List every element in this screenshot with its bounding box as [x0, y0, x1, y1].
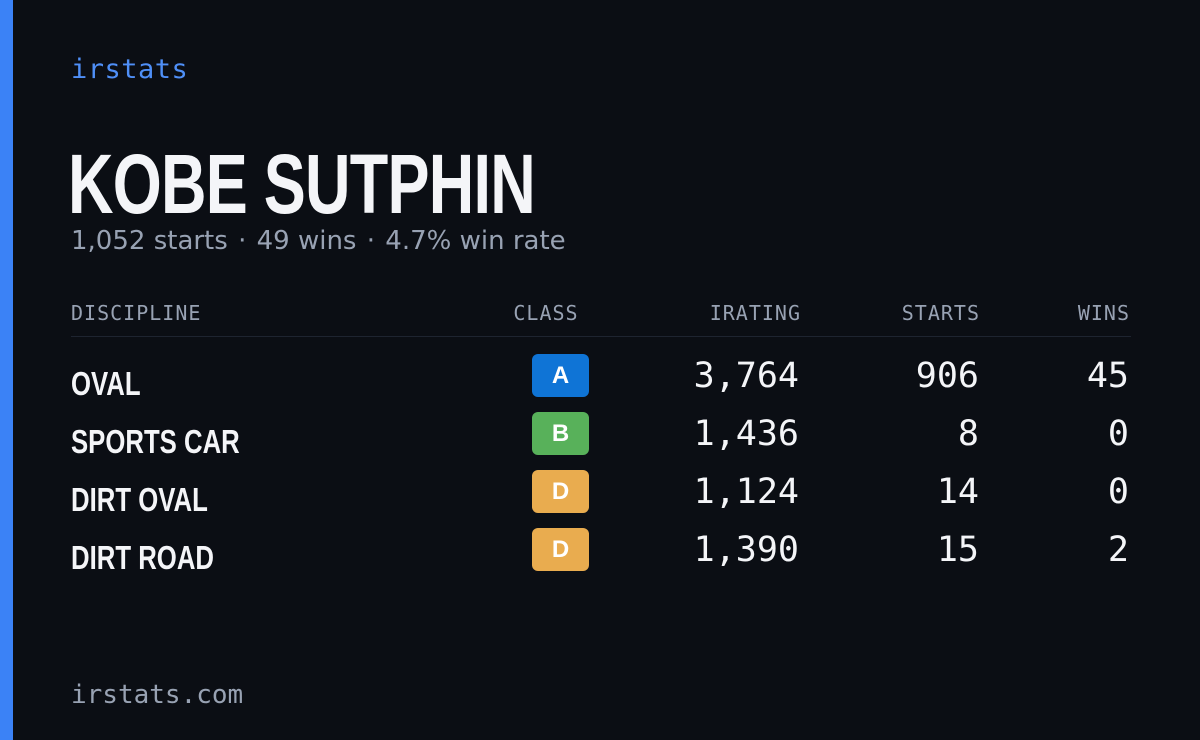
win-rate: 4.7% win rate [385, 226, 566, 256]
header-class: CLASS [513, 301, 579, 325]
discipline-name: DIRT OVAL [71, 481, 208, 518]
starts-value: 15 [936, 530, 979, 570]
wins-value: 0 [1107, 414, 1129, 454]
discipline-name: SPORTS CAR [71, 423, 240, 460]
header-wins: WINS [1077, 301, 1130, 325]
table-row: SPORTS CAR B 1,436 8 0 [71, 408, 1131, 466]
player-summary: 1,052 starts · 49 wins · 4.7% win rate [71, 226, 566, 256]
header-irating: IRATING [709, 301, 801, 325]
irating-value: 3,764 [693, 356, 799, 396]
irating-value: 1,436 [693, 414, 799, 454]
wins-value: 2 [1107, 530, 1129, 570]
wins-total: 49 wins [256, 226, 357, 256]
starts-value: 14 [936, 472, 979, 512]
footer-url: irstats.com [71, 680, 244, 710]
class-badge: B [532, 412, 589, 455]
stats-table-body: OVAL A 3,764 906 45 SPORTS CAR B 1,436 8… [71, 350, 1131, 582]
starts-value: 8 [957, 414, 979, 454]
starts-total: 1,052 starts [71, 226, 228, 256]
discipline-name: OVAL [71, 365, 141, 402]
table-row: DIRT OVAL D 1,124 14 0 [71, 466, 1131, 524]
accent-bar [0, 0, 13, 740]
class-badge: A [532, 354, 589, 397]
player-name: KOBE SUTPHIN [68, 137, 536, 231]
separator-dot: · [366, 226, 376, 256]
brand-logo-text: irstats [71, 54, 189, 85]
separator-dot: · [238, 226, 247, 256]
wins-value: 0 [1107, 472, 1129, 512]
stats-table-header: DISCIPLINE CLASS IRATING STARTS WINS [71, 298, 1131, 337]
class-badge: D [532, 528, 589, 571]
wins-value: 45 [1086, 356, 1129, 396]
header-starts: STARTS [901, 301, 980, 325]
irating-value: 1,124 [693, 472, 799, 512]
header-discipline: DISCIPLINE [71, 301, 202, 325]
class-badge: D [532, 470, 589, 513]
table-row: OVAL A 3,764 906 45 [71, 350, 1131, 408]
table-row: DIRT ROAD D 1,390 15 2 [71, 524, 1131, 582]
discipline-name: DIRT ROAD [71, 539, 214, 576]
irating-value: 1,390 [693, 530, 799, 570]
starts-value: 906 [915, 356, 979, 396]
